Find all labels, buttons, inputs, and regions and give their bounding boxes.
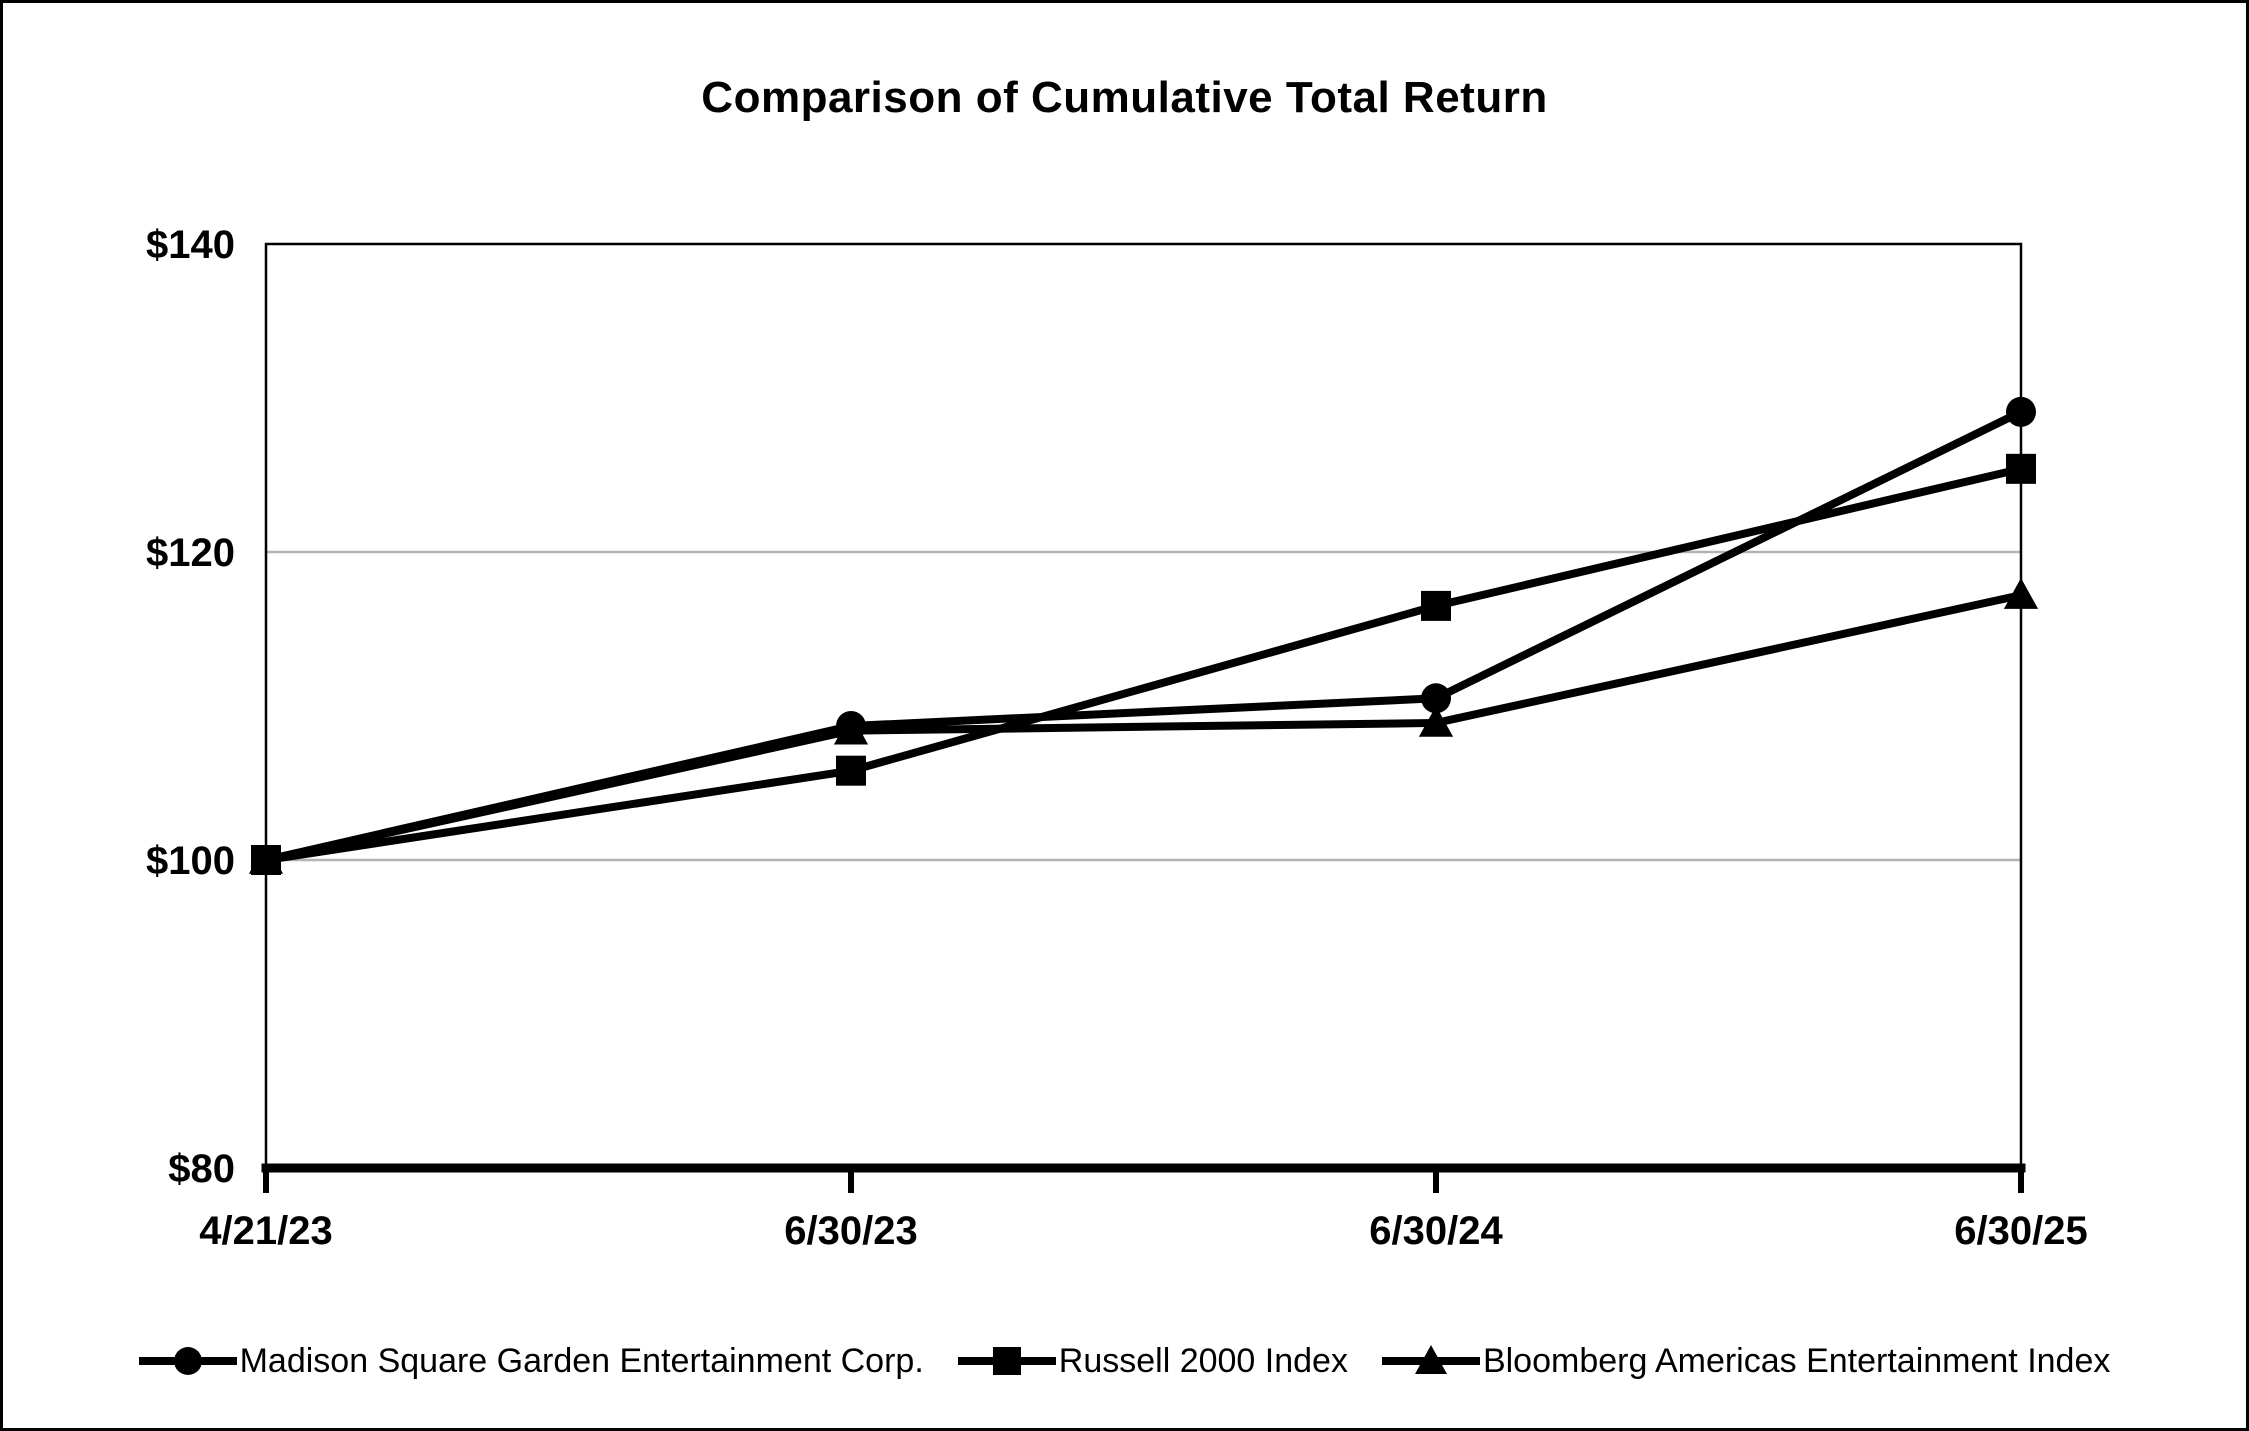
chart-legend: Madison Square Garden Entertainment Corp… xyxy=(3,1341,2246,1381)
square-marker xyxy=(836,755,866,786)
plot-border xyxy=(264,242,2023,1168)
triangle-marker xyxy=(2003,578,2039,609)
x-tick-label: 6/30/25 xyxy=(1954,1209,2087,1253)
plot-area: 4/21/23 6/30/23 6/30/24 6/30/25 $80 $100 $120 $… xyxy=(146,223,2088,1253)
series-line-circle xyxy=(265,408,2023,864)
x-tick-label: 6/30/24 xyxy=(1369,1209,1503,1253)
circle-marker xyxy=(2006,396,2036,427)
square-marker xyxy=(2006,453,2036,484)
triangle-marker xyxy=(1418,705,1454,737)
y-tick-label: $120 xyxy=(146,531,235,575)
circle-marker-icon xyxy=(138,1347,237,1375)
triangle-marker-icon xyxy=(1381,1345,1480,1374)
legend-item: Russell 2000 Index xyxy=(957,1341,1348,1381)
circle-marker xyxy=(1421,683,1451,714)
y-tick-label: $140 xyxy=(146,223,235,267)
square-marker xyxy=(251,845,281,875)
legend-label: Russell 2000 Index xyxy=(1058,1341,1348,1380)
y-tick-label: $80 xyxy=(168,1147,235,1191)
circle-marker xyxy=(836,711,866,742)
square-marker xyxy=(1421,590,1451,621)
series-line-square xyxy=(265,464,2022,864)
x-tick-label: 6/30/23 xyxy=(784,1209,917,1253)
legend-item: Bloomberg Americas Entertainment Index xyxy=(1381,1341,2111,1381)
square-marker-icon xyxy=(957,1347,1056,1375)
legend-label: Madison Square Garden Entertainment Corp… xyxy=(239,1341,924,1380)
legend-label: Bloomberg Americas Entertainment Index xyxy=(1482,1341,2111,1380)
legend-item: Madison Square Garden Entertainment Corp… xyxy=(138,1341,924,1381)
x-tick-label: 4/21/23 xyxy=(199,1209,332,1253)
y-tick-label: $100 xyxy=(146,839,235,883)
chart-title: Comparison of Cumulative Total Return xyxy=(701,73,1548,122)
